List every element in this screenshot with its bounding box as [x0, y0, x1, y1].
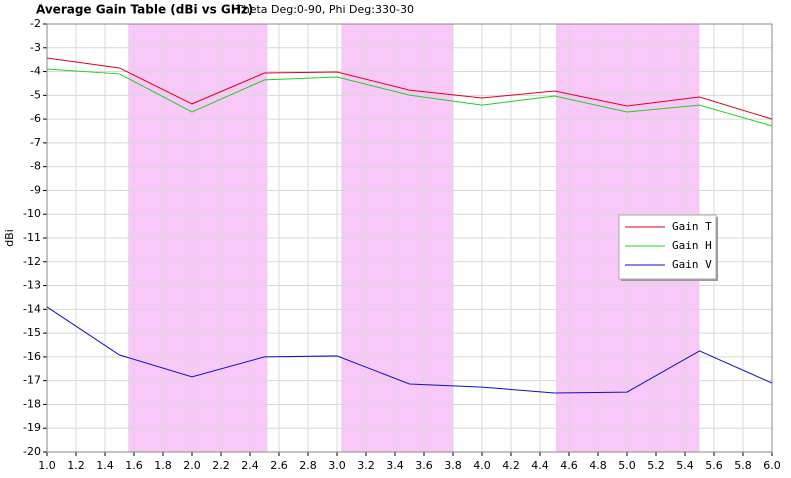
y-tick-label: -4 [30, 65, 41, 78]
y-tick-label: -13 [23, 279, 41, 292]
x-tick-label: 1.2 [67, 459, 85, 472]
x-tick-label: 5.4 [676, 459, 694, 472]
y-tick-label: -8 [30, 160, 41, 173]
x-tick-label: 4.2 [502, 459, 520, 472]
legend-label: Gain V [672, 258, 712, 271]
chart-subtitle: Theta Deg:0-90, Phi Deg:330-30 [235, 3, 414, 16]
series-line [46, 68, 773, 127]
legend-label: Gain T [672, 220, 712, 233]
x-tick-label: 1.8 [154, 459, 172, 472]
y-tick-label: -14 [23, 302, 41, 315]
x-tick-label: 4.0 [473, 459, 491, 472]
x-tick-label: 5.6 [705, 459, 723, 472]
y-tick-label: -2 [30, 17, 41, 30]
y-tick-label: -10 [23, 207, 41, 220]
x-tick-label: 1.6 [125, 459, 143, 472]
plot-frame [46, 23, 773, 453]
y-tick-label: -9 [30, 183, 41, 196]
x-tick-label: 4.6 [560, 459, 578, 472]
y-tick-label: -16 [23, 350, 41, 363]
x-tick-label: 5.0 [618, 459, 636, 472]
x-tick-label: 3.0 [328, 459, 346, 472]
x-tick-label: 5.2 [647, 459, 665, 472]
x-tick-label: 3.8 [444, 459, 462, 472]
x-tick-label: 1.4 [96, 459, 114, 472]
x-tick-label: 6.0 [763, 459, 781, 472]
y-tick-label: -11 [23, 231, 41, 244]
x-tick-label: 2.0 [183, 459, 201, 472]
x-tick-label: 2.2 [212, 459, 230, 472]
y-tick-label: -12 [23, 255, 41, 268]
legend-label: Gain H [672, 239, 712, 252]
x-tick-label: 3.2 [357, 459, 375, 472]
y-tick-label: -17 [23, 374, 41, 387]
x-tick-label: 1.0 [38, 459, 56, 472]
x-tick-label: 2.6 [270, 459, 288, 472]
x-tick-label: 5.8 [734, 459, 752, 472]
x-tick-label: 2.8 [299, 459, 317, 472]
y-tick-label: -6 [30, 112, 41, 125]
x-tick-label: 3.4 [386, 459, 404, 472]
series-line [46, 57, 773, 120]
x-tick-label: 2.4 [241, 459, 259, 472]
x-tick-label: 4.8 [589, 459, 607, 472]
y-tick-label: -5 [30, 88, 41, 101]
y-tick-label: -7 [30, 136, 41, 149]
y-tick-label: -15 [23, 326, 41, 339]
chart-title: Average Gain Table (dBi vs GHz) [36, 3, 253, 17]
y-tick-label: -19 [23, 421, 41, 434]
x-tick-label: 4.4 [531, 459, 549, 472]
y-tick-label: -3 [30, 41, 41, 54]
y-tick-label: -18 [23, 397, 41, 410]
series-line [46, 306, 773, 394]
y-tick-label: -20 [23, 445, 41, 458]
y-axis-label: dBi [3, 229, 16, 247]
legend-box [618, 214, 717, 280]
x-tick-label: 3.6 [415, 459, 433, 472]
